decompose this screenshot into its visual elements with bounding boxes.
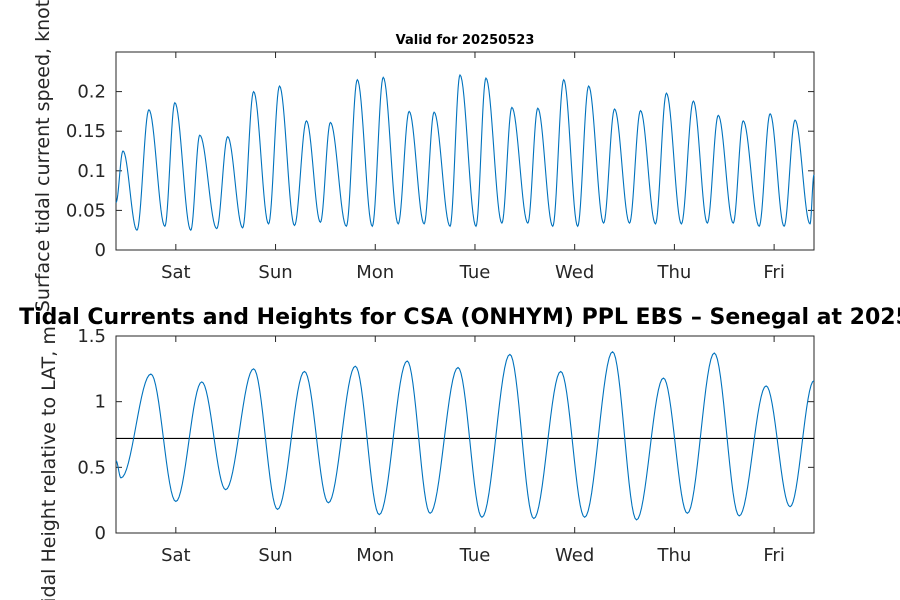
top-chart-plot-area bbox=[115, 51, 815, 251]
bottom-chart-y-tick-label: 0.5 bbox=[77, 457, 106, 478]
top-chart-series-line bbox=[115, 73, 815, 232]
bottom-chart-x-tick-label: Fri bbox=[763, 545, 784, 566]
top-chart-x-tick-label: Wed bbox=[555, 262, 594, 283]
bottom-chart-x-tick-label: Sat bbox=[161, 545, 191, 566]
bottom-chart-y-axis-label: Tidal Height relative to LAT, m bbox=[38, 326, 60, 600]
bottom-chart-x-tick-label: Thu bbox=[656, 545, 691, 566]
bottom-chart-y-tick-label: 1.5 bbox=[77, 326, 106, 347]
bottom-chart-series-line bbox=[115, 350, 815, 521]
top-chart-y-tick-label: 0.2 bbox=[77, 82, 106, 103]
top-chart-x-tick-label: Mon bbox=[356, 262, 394, 283]
bottom-chart-x-tick-label: Tue bbox=[459, 545, 491, 566]
top-chart-y-axis-label: Surface tidal current speed, knots bbox=[32, 0, 54, 312]
top-chart-y-tick-label: 0.1 bbox=[77, 161, 106, 182]
bottom-chart-x-tick-label: Mon bbox=[356, 545, 394, 566]
bottom-chart-axes: Tidal Currents and Heights for CSA (ONHY… bbox=[19, 305, 900, 600]
top-chart-x-tick-label: Fri bbox=[763, 262, 784, 283]
bottom-chart-x-tick-label: Wed bbox=[555, 545, 594, 566]
bottom-chart-plot-area bbox=[115, 335, 815, 534]
top-chart-y-tick-label: 0 bbox=[95, 240, 106, 261]
top-chart-x-tick-label: Thu bbox=[656, 262, 691, 283]
top-chart-axes: Valid for 20250523 Surface tidal current… bbox=[32, 0, 815, 312]
bottom-chart-x-tick-label: Sun bbox=[258, 545, 292, 566]
top-chart-x-tick-label: Sat bbox=[161, 262, 191, 283]
bottom-chart-y-tick-label: 1 bbox=[95, 392, 106, 413]
bottom-chart-y-tick-label: 0 bbox=[95, 523, 106, 544]
bottom-chart-title: Tidal Currents and Heights for CSA (ONHY… bbox=[19, 305, 900, 330]
top-chart-x-tick-label: Tue bbox=[459, 262, 491, 283]
top-chart-y-tick-label: 0.05 bbox=[66, 200, 106, 221]
top-chart-title: Valid for 20250523 bbox=[396, 33, 535, 48]
top-chart-x-tick-label: Sun bbox=[258, 262, 292, 283]
top-chart-y-tick-label: 0.15 bbox=[66, 121, 106, 142]
